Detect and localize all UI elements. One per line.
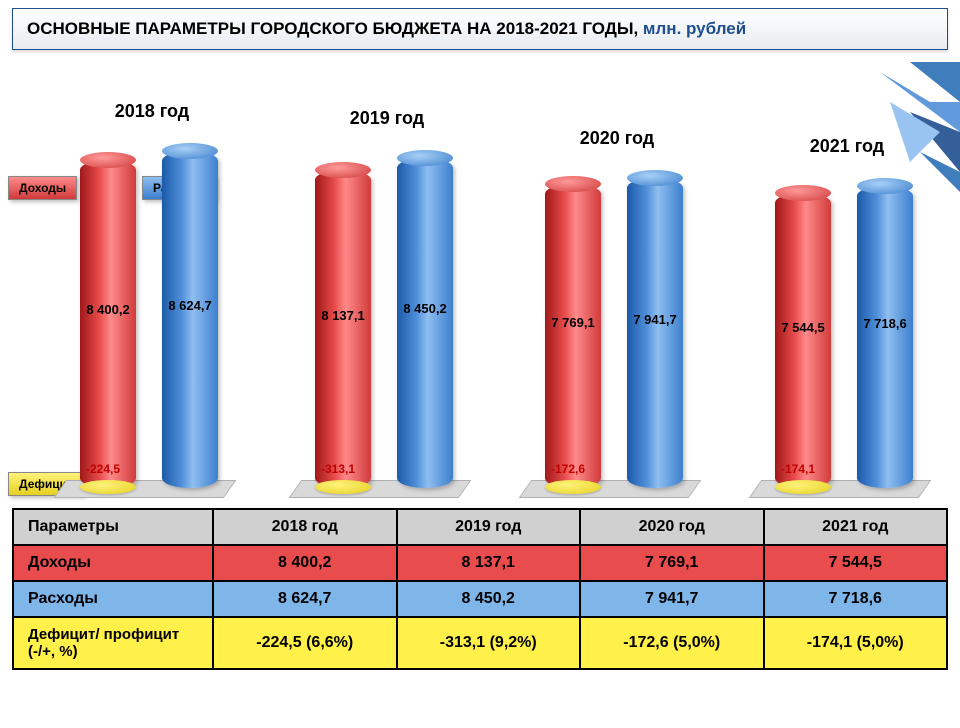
deficit-base [545, 480, 601, 494]
title-main: ОСНОВНЫЕ ПАРАМЕТРЫ ГОРОДСКОГО БЮДЖЕТА НА… [27, 19, 638, 38]
cell-deficit-2021: -174,1 (5,0%) [764, 617, 948, 669]
deficit-base [775, 480, 831, 494]
year-label: 2019 год [287, 108, 487, 129]
cell-expense-2018: 8 624,7 [213, 581, 397, 617]
expense-value-label: 7 718,6 [857, 316, 913, 331]
expense-value-label: 8 624,7 [162, 298, 218, 313]
deficit-value-label: -172,6 [551, 462, 585, 476]
expense-bar: 8 450,2 [397, 158, 453, 488]
cell-deficit-2020: -172,6 (5,0%) [580, 617, 764, 669]
year-label: 2018 год [52, 101, 252, 122]
deficit-base [80, 480, 136, 494]
income-value-label: 8 137,1 [315, 308, 371, 323]
cell-income-2020: 7 769,1 [580, 545, 764, 581]
header-panel: ОСНОВНЫЕ ПАРАМЕТРЫ ГОРОДСКОГО БЮДЖЕТА НА… [12, 8, 948, 50]
page-title: ОСНОВНЫЕ ПАРАМЕТРЫ ГОРОДСКОГО БЮДЖЕТА НА… [27, 19, 746, 38]
row-expense: Расходы 8 624,7 8 450,2 7 941,7 7 718,6 [13, 581, 947, 617]
expense-bar: 7 941,7 [627, 178, 683, 488]
expense-bar: 7 718,6 [857, 186, 913, 488]
deficit-base [315, 480, 371, 494]
expense-bar: 8 624,7 [162, 151, 218, 488]
cell-expense-2020: 7 941,7 [580, 581, 764, 617]
income-value-label: 7 769,1 [545, 315, 601, 330]
year-label: 2020 год [517, 128, 717, 149]
income-bar: 7 769,1 [545, 184, 601, 488]
income-bar: 8 137,1 [315, 170, 371, 488]
summary-table: Параметры 2018 год 2019 год 2020 год 202… [12, 508, 948, 670]
cell-expense-label: Расходы [13, 581, 213, 617]
th-2018: 2018 год [213, 509, 397, 545]
chart-area: Доходы Расходы Дефицит 2018 год8 400,28 … [12, 68, 948, 498]
income-bar: 8 400,2 [80, 160, 136, 488]
th-param: Параметры [13, 509, 213, 545]
expense-value-label: 8 450,2 [397, 301, 453, 316]
cell-income-2019: 8 137,1 [397, 545, 581, 581]
cell-expense-2021: 7 718,6 [764, 581, 948, 617]
cell-income-label: Доходы [13, 545, 213, 581]
th-2019: 2019 год [397, 509, 581, 545]
cell-income-2018: 8 400,2 [213, 545, 397, 581]
cell-deficit-label: Дефицит/ профицит (-/+, %) [13, 617, 213, 669]
year-label: 2021 год [747, 136, 947, 157]
year-group: 2018 год 8 400,2 8 624,7 -224,5 [52, 68, 252, 498]
deficit-value-label: -224,5 [86, 462, 120, 476]
year-group: 2019 год 8 137,1 8 450,2 -313,1 [287, 68, 487, 498]
cell-deficit-2018: -224,5 (6,6%) [213, 617, 397, 669]
row-deficit: Дефицит/ профицит (-/+, %) -224,5 (6,6%)… [13, 617, 947, 669]
cell-income-2021: 7 544,5 [764, 545, 948, 581]
deficit-value-label: -174,1 [781, 462, 815, 476]
income-value-label: 8 400,2 [80, 302, 136, 317]
year-group: 2021 год 7 544,5 7 718,6 -174,1 [747, 68, 947, 498]
title-units: млн. рублей [638, 19, 746, 38]
expense-value-label: 7 941,7 [627, 312, 683, 327]
row-income: Доходы 8 400,2 8 137,1 7 769,1 7 544,5 [13, 545, 947, 581]
deficit-value-label: -313,1 [321, 462, 355, 476]
th-2021: 2021 год [764, 509, 948, 545]
income-bar: 7 544,5 [775, 193, 831, 488]
income-value-label: 7 544,5 [775, 320, 831, 335]
cell-expense-2019: 8 450,2 [397, 581, 581, 617]
cell-deficit-2019: -313,1 (9,2%) [397, 617, 581, 669]
th-2020: 2020 год [580, 509, 764, 545]
table-header-row: Параметры 2018 год 2019 год 2020 год 202… [13, 509, 947, 545]
year-group: 2020 год 7 769,1 7 941,7 -172,6 [517, 68, 717, 498]
